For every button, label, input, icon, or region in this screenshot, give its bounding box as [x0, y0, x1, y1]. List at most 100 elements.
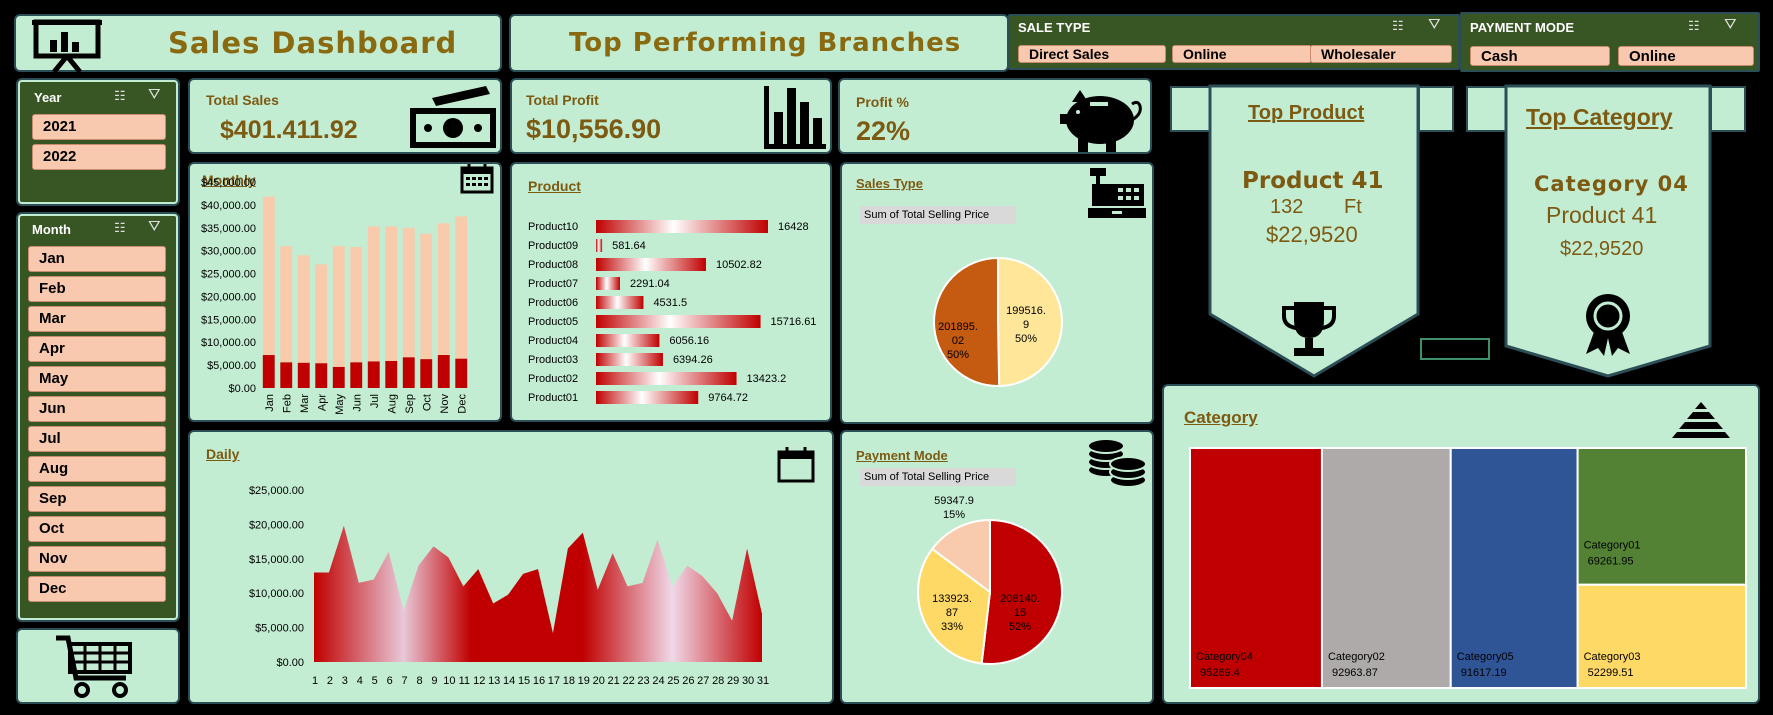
- monthly-bar-bottom: [437, 355, 450, 388]
- daily-xtick: 15: [518, 675, 530, 687]
- monthly-bar-top: [367, 226, 380, 362]
- top-product-banner: [1208, 84, 1420, 378]
- product-data-label: 4531.5: [653, 297, 687, 309]
- sales-type-title: Sales Type: [856, 176, 923, 191]
- product-label: Product04: [528, 335, 578, 347]
- total-sales-label: Total Sales: [206, 92, 279, 108]
- top-product-value: $22,9520: [1266, 222, 1358, 247]
- monthly-xtick: Jun: [351, 394, 363, 412]
- payment-mode-pie: 208140. 15 52% 133923. 87 33% 59347.9 15%: [917, 495, 1063, 665]
- piggy-bank-icon: [1060, 90, 1142, 152]
- multi-select-icon[interactable]: ☷: [114, 220, 126, 235]
- month-option-jun[interactable]: Jun: [28, 396, 166, 422]
- daily-area: [314, 525, 762, 662]
- monthly-bar-top: [455, 216, 468, 359]
- product-data-label: 13423.2: [747, 373, 787, 385]
- month-option-aug[interactable]: Aug: [28, 456, 166, 482]
- payment-mode-data-label: 59347.9: [934, 495, 974, 507]
- monthly-chart: $0.00 $5,000.00 $10,000.00 $15,000.00 $20,00…: [201, 177, 468, 415]
- multi-select-icon[interactable]: ☷: [1688, 18, 1700, 33]
- payment-mode-title-b: Mode: [910, 448, 948, 463]
- daily-xtick: 12: [473, 675, 485, 687]
- month-option-apr[interactable]: Apr: [28, 336, 166, 362]
- daily-ytick: $20,000.00: [249, 519, 304, 531]
- coins-icon: [1087, 438, 1147, 488]
- sale-type-label: SALE TYPE: [1018, 20, 1091, 35]
- month-option-oct[interactable]: Oct: [28, 516, 166, 542]
- multi-select-icon[interactable]: ☷: [114, 88, 126, 103]
- year-slicer: Year ☷ ⛛ 2021 2022: [16, 78, 180, 206]
- header-title-panel: Sales Dashboard: [14, 14, 502, 72]
- monthly-bar-top: [332, 246, 345, 367]
- daily-xtick: 2: [327, 675, 333, 687]
- month-option-jul[interactable]: Jul: [28, 426, 166, 452]
- top-product-tab-left: [1170, 86, 1212, 132]
- month-option-nov[interactable]: Nov: [28, 546, 166, 572]
- monthly-bar-top: [315, 264, 328, 364]
- multi-select-icon[interactable]: ☷: [1392, 18, 1404, 33]
- payment-mode-option-online[interactable]: Online: [1618, 46, 1754, 66]
- sales-type-data-label: 50%: [947, 349, 969, 361]
- payment-mode-data-label: 15%: [943, 509, 965, 521]
- monthly-xtick: Oct: [421, 394, 433, 411]
- monthly-ytick: $5,000.00: [207, 360, 256, 372]
- month-label: Month: [32, 222, 71, 237]
- monthly-ytick: $10,000.00: [201, 337, 256, 349]
- product-label: Product09: [528, 240, 578, 252]
- sale-type-option-online[interactable]: Online: [1172, 45, 1312, 63]
- payment-mode-option-cash[interactable]: Cash: [1470, 46, 1610, 66]
- month-option-mar[interactable]: Mar: [28, 306, 166, 332]
- year-option-2021[interactable]: 2021: [32, 114, 166, 140]
- daily-xtick: 3: [342, 675, 348, 687]
- daily-chart-title: Daily: [206, 446, 240, 462]
- monthly-bar-bottom: [332, 366, 345, 388]
- total-profit-card: Total Profit $10,556.90: [510, 78, 832, 154]
- monthly-xtick: Sep: [404, 394, 416, 414]
- month-option-sep[interactable]: Sep: [28, 486, 166, 512]
- top-category-product: Product 41: [1546, 202, 1658, 228]
- sale-type-option-wholesaler[interactable]: Wholesaler: [1310, 45, 1452, 63]
- daily-xtick: 11: [459, 675, 470, 687]
- monthly-bar-bottom: [350, 362, 363, 388]
- monthly-xtick: Feb: [281, 394, 293, 413]
- clear-filter-icon[interactable]: ⛛: [1428, 16, 1441, 33]
- daily-xtick: 1: [312, 675, 318, 687]
- product-bar: [596, 296, 644, 309]
- payment-mode-title-a: Payment: [856, 448, 911, 463]
- sales-type-title-b: Type: [889, 176, 923, 191]
- product-label: Product06: [528, 297, 578, 309]
- clear-filter-icon[interactable]: ⛛: [148, 218, 161, 235]
- product-label: Product05: [528, 316, 578, 328]
- daily-xtick: 7: [402, 675, 408, 687]
- monthly-bar-bottom: [262, 355, 275, 388]
- top-category-label: Top Category: [1526, 104, 1673, 130]
- top-product-qty: 132: [1270, 196, 1304, 218]
- product-data-label: 6056.16: [669, 335, 709, 347]
- month-option-jan[interactable]: Jan: [28, 246, 166, 272]
- month-option-feb[interactable]: Feb: [28, 276, 166, 302]
- total-sales-value: $401.411.92: [220, 116, 358, 144]
- daily-xtick: 23: [637, 675, 649, 687]
- month-option-dec[interactable]: Dec: [28, 576, 166, 602]
- monthly-bar-top: [402, 227, 415, 358]
- month-option-may[interactable]: May: [28, 366, 166, 392]
- product-bar: [596, 391, 699, 404]
- daily-xtick: 13: [488, 675, 500, 687]
- clear-filter-icon[interactable]: ⛛: [148, 86, 161, 103]
- category-tile-value: 52299.51: [1588, 667, 1634, 679]
- sale-type-option-direct-sales[interactable]: Direct Sales: [1018, 45, 1166, 63]
- year-option-2022[interactable]: 2022: [32, 144, 166, 170]
- monthly-bar-bottom: [420, 359, 433, 388]
- category-tile: [1449, 447, 1579, 689]
- total-sales-card: Total Sales $401.411.92: [188, 78, 502, 154]
- clear-filter-icon[interactable]: ⛛: [1724, 16, 1737, 33]
- top-category-tab-right: [1710, 86, 1746, 132]
- daily-chart-panel: Daily $0.00 $5,000.00 $10,000.00 $15,000.00…: [188, 430, 834, 704]
- pyramid-icon: [1672, 402, 1730, 438]
- daily-xtick: 14: [503, 675, 515, 687]
- daily-xtick: 28: [712, 675, 724, 687]
- bar-chart-icon: [764, 86, 826, 149]
- calendar-icon: [777, 447, 815, 483]
- header-subtitle-panel: Top Performing Branches: [509, 14, 1009, 72]
- selected-cell-indicator[interactable]: [1420, 338, 1490, 360]
